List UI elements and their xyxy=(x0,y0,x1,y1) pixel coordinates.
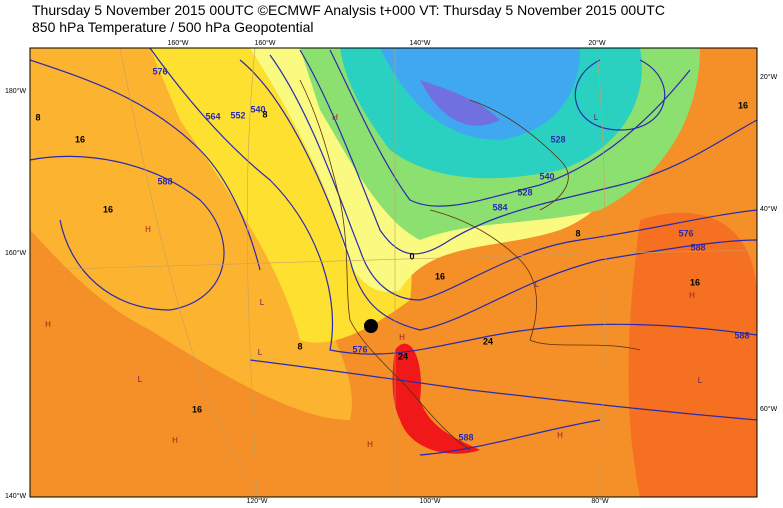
contour-label: 588 xyxy=(690,242,705,252)
contour-label: 24 xyxy=(398,351,408,361)
field-blue xyxy=(380,48,580,140)
contour-label: 564 xyxy=(205,111,220,121)
map-frame xyxy=(29,47,758,498)
pressure-center: H xyxy=(145,225,151,234)
pressure-center: H xyxy=(45,320,51,329)
edge-label: 140°W xyxy=(5,492,26,500)
coastlines xyxy=(299,79,641,451)
pressure-center: H xyxy=(689,291,695,300)
contour-label: 588 xyxy=(157,176,172,186)
pressure-center: H xyxy=(557,431,563,440)
edge-label: 180°W xyxy=(5,87,26,95)
pressure-center: H xyxy=(172,436,178,445)
contour-label: 576 xyxy=(152,66,167,76)
contour-label: 16 xyxy=(435,271,445,281)
pressure-center: L xyxy=(260,298,265,307)
edge-label: 20°W xyxy=(588,39,606,47)
field-orange-light xyxy=(30,48,352,420)
field-deep-orange xyxy=(628,212,757,497)
contour-label: 552 xyxy=(230,110,245,120)
edge-label: 60°W xyxy=(760,405,778,413)
pressure-center: H xyxy=(332,113,338,122)
pressure-center: H xyxy=(367,440,373,449)
contour-label: 16 xyxy=(103,204,113,214)
pressure-center: L xyxy=(258,348,263,357)
edge-label: 140°W xyxy=(409,39,430,47)
contour-label: 588 xyxy=(734,330,749,340)
contour-label: 528 xyxy=(517,187,532,197)
location-marker xyxy=(364,319,378,333)
edge-label: 20°W xyxy=(760,73,778,81)
edge-label: 160°W xyxy=(5,249,26,257)
subtitle-line: 850 hPa Temperature / 500 hPa Geopotenti… xyxy=(32,19,314,35)
contour-label: 16 xyxy=(192,404,202,414)
geopotential-contours xyxy=(30,48,757,456)
edge-label: 40°W xyxy=(760,205,778,213)
contour-label: 540 xyxy=(539,171,554,181)
edge-label: 100°W xyxy=(419,497,440,505)
pressure-center: L xyxy=(138,375,143,384)
pressure-center: L xyxy=(698,376,703,385)
contour-label: 8 xyxy=(35,112,40,122)
contour-label: 8 xyxy=(297,341,302,351)
pressure-center: L xyxy=(535,280,540,289)
contour-label: 576 xyxy=(352,344,367,354)
contour-label: 0 xyxy=(409,251,414,261)
contour-label: 16 xyxy=(738,100,748,110)
contour-label: 16 xyxy=(75,134,85,144)
pressure-center: L xyxy=(594,113,599,122)
contour-label: 24 xyxy=(483,336,493,346)
title-line: Thursday 5 November 2015 00UTC ©ECMWF An… xyxy=(32,2,665,18)
pressure-center: H xyxy=(399,333,405,342)
edge-label: 160°W xyxy=(167,39,188,47)
edge-label: 160°W xyxy=(254,39,275,47)
contour-label: 588 xyxy=(458,432,473,442)
temperature-field xyxy=(30,48,757,497)
field-red xyxy=(392,343,480,454)
contour-label: 8 xyxy=(575,228,580,238)
contour-label: 576 xyxy=(678,228,693,238)
contour-label: 528 xyxy=(550,134,565,144)
contour-label: 16 xyxy=(690,277,700,287)
contour-label: 584 xyxy=(492,202,507,212)
contour-label: 540 xyxy=(250,104,265,114)
edge-label: 120°W xyxy=(246,497,267,505)
contour-label: 8 xyxy=(262,109,267,119)
edge-label: 80°W xyxy=(591,497,609,505)
field-purple xyxy=(420,80,500,126)
